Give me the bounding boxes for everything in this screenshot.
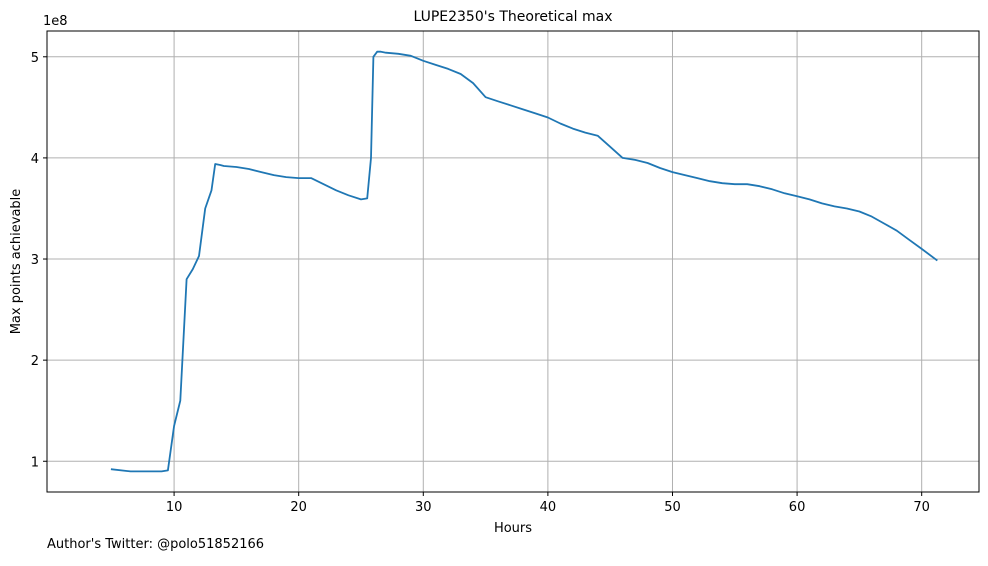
x-tick-label: 20 xyxy=(290,500,307,515)
y-tick-label: 5 xyxy=(31,51,39,66)
author-twitter-note: Author's Twitter: @polo51852166 xyxy=(47,537,265,552)
y-axis-scale-label: 1e8 xyxy=(43,14,68,29)
x-tick-label: 40 xyxy=(540,500,557,515)
chart-title: LUPE2350's Theoretical max xyxy=(413,9,612,25)
x-tick-label: 30 xyxy=(415,500,432,515)
x-axis-label: Hours xyxy=(494,521,532,536)
x-axis: 10 20 30 40 50 60 70 xyxy=(166,492,930,515)
y-axis: 1 2 3 4 5 xyxy=(31,51,47,470)
plot-frame xyxy=(46,30,980,493)
y-tick-label: 2 xyxy=(31,354,39,369)
x-tick-label: 60 xyxy=(789,500,806,515)
x-tick-label: 10 xyxy=(166,500,183,515)
x-tick-label: 70 xyxy=(913,500,930,515)
grid xyxy=(47,31,979,492)
y-tick-label: 4 xyxy=(31,152,39,167)
y-tick-label: 3 xyxy=(31,253,39,268)
y-axis-label: Max points achievable xyxy=(9,189,24,335)
series-line xyxy=(110,50,938,473)
y-tick-label: 1 xyxy=(31,455,39,470)
x-tick-label: 50 xyxy=(664,500,681,515)
